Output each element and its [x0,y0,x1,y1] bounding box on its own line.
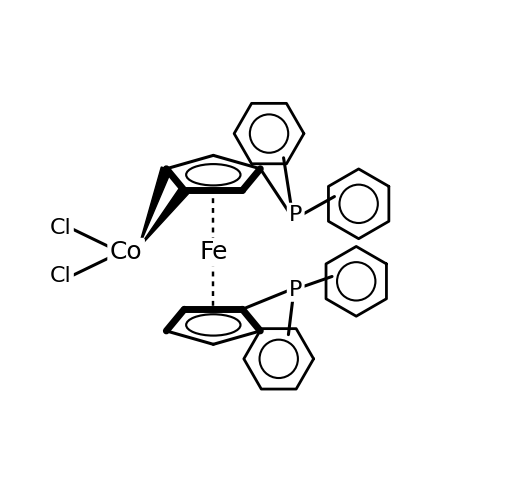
Text: Co: Co [110,240,143,264]
Polygon shape [138,187,188,248]
Text: Cl: Cl [50,218,72,238]
Text: Fe: Fe [199,240,228,264]
Text: P: P [289,280,302,299]
Text: P: P [289,205,302,225]
Text: Cl: Cl [50,267,72,287]
Polygon shape [138,167,172,248]
